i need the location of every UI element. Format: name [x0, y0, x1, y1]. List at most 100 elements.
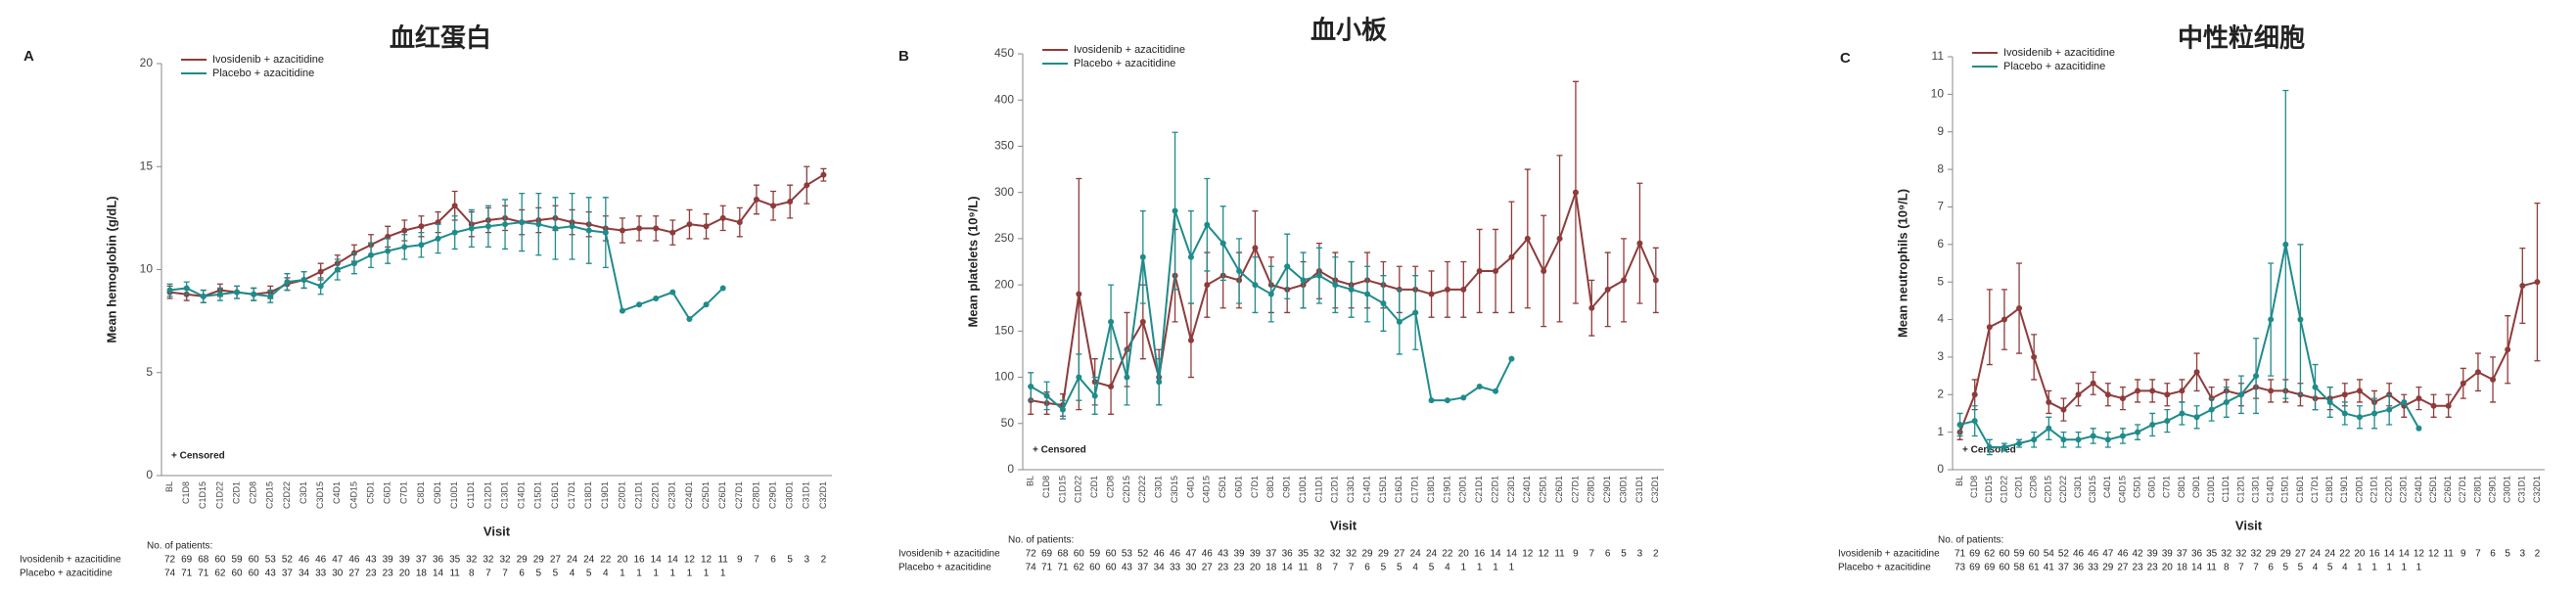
- patients-count: 23: [383, 569, 394, 579]
- patients-count: 4: [1445, 563, 1450, 573]
- patients-count: 3: [2520, 549, 2526, 560]
- data-point: [2001, 443, 2007, 450]
- data-point: [1252, 245, 1259, 251]
- data-point: [2193, 369, 2200, 376]
- x-tick-label: C20D1: [2354, 476, 2364, 503]
- patients-count: 7: [1333, 563, 1339, 573]
- data-point: [820, 171, 827, 178]
- patients-count: 39: [1234, 549, 1246, 560]
- patients-count: 7: [2253, 563, 2259, 573]
- patients-count: 24: [583, 555, 595, 566]
- x-tick-label: C4D15: [348, 481, 358, 509]
- panel-letter: B: [898, 48, 909, 65]
- data-point: [251, 291, 257, 297]
- patients-count: 14: [2191, 563, 2203, 573]
- data-point: [1108, 384, 1115, 389]
- x-tick-label: C32D1: [2532, 476, 2542, 503]
- data-point: [736, 219, 743, 226]
- x-tick-label: C2D1: [231, 481, 241, 504]
- y-tick-label: 5: [1937, 274, 1944, 288]
- data-point: [1380, 300, 1387, 306]
- y-tick-label: 2: [1937, 387, 1944, 400]
- data-point: [619, 307, 625, 314]
- patients-count: 71: [198, 569, 209, 579]
- x-axis-title: Visit: [1330, 518, 1357, 532]
- data-point: [1986, 443, 1993, 450]
- patients-count: 71: [1041, 563, 1053, 573]
- data-point: [1059, 406, 1066, 413]
- data-point: [1091, 392, 1098, 399]
- patients-count: 32: [466, 555, 478, 566]
- x-tick-label: C3D15: [2088, 476, 2097, 503]
- patients-count: 30: [332, 569, 344, 579]
- data-point: [1971, 391, 1978, 398]
- patients-count: 5: [553, 569, 559, 579]
- x-tick-label: C10D1: [1298, 476, 1308, 503]
- data-point: [484, 223, 491, 230]
- data-point: [2119, 395, 2126, 402]
- patients-count: 37: [416, 555, 428, 566]
- patients-count: 46: [1202, 549, 1214, 560]
- data-point: [2104, 436, 2111, 443]
- patients-count: 37: [1265, 549, 1277, 560]
- series-line: [1959, 244, 2420, 448]
- patients-count: 39: [399, 555, 411, 566]
- data-point: [2075, 391, 2082, 398]
- data-point: [2149, 421, 2156, 428]
- x-tick-label: C31D1: [802, 481, 811, 509]
- data-point: [2312, 384, 2319, 390]
- patients-count: 37: [2177, 549, 2188, 560]
- y-tick-label: 10: [1931, 87, 1945, 101]
- patients-count: 68: [198, 555, 209, 566]
- x-tick-label: C16D1: [2295, 476, 2305, 503]
- patients-count: 52: [1137, 549, 1149, 560]
- patients-count: 5: [2327, 563, 2333, 573]
- patients-count: 71: [181, 569, 193, 579]
- x-tick-label: C17D1: [567, 481, 576, 509]
- patients-count: 1: [2402, 563, 2408, 573]
- data-point: [1284, 263, 1291, 270]
- data-point: [1604, 286, 1611, 293]
- data-point: [787, 199, 794, 205]
- y-tick-label: 7: [1937, 200, 1944, 213]
- patients-row-label: Placebo + azacitidine: [898, 563, 991, 573]
- x-tick-label: C3D1: [1154, 476, 1164, 498]
- patients-count: 24: [567, 555, 578, 566]
- y-tick-label: 20: [140, 56, 154, 69]
- patients-count: 36: [2191, 549, 2203, 560]
- patients-count: 1: [1493, 563, 1498, 573]
- patients-count: 4: [603, 569, 609, 579]
- data-point: [451, 203, 458, 209]
- patients-count: 2: [821, 555, 827, 566]
- data-point: [1156, 379, 1163, 386]
- x-tick-label: C9D1: [433, 481, 442, 504]
- data-point: [1043, 392, 1050, 399]
- x-tick-label: C30D1: [2503, 476, 2512, 503]
- x-tick-label: C2D1: [2013, 476, 2023, 498]
- patients-count: 53: [1122, 549, 1133, 560]
- legend-label: Ivosidenib + azacitidine: [212, 54, 324, 66]
- x-tick-label: C6D1: [383, 481, 392, 504]
- patients-count: 12: [1522, 549, 1534, 560]
- data-point: [1348, 286, 1355, 293]
- y-tick-label: 1: [1937, 425, 1944, 438]
- x-tick-label: C13D1: [1346, 476, 1356, 503]
- data-point: [1572, 189, 1579, 196]
- data-point: [234, 289, 241, 296]
- patients-count: 11: [2443, 549, 2454, 560]
- x-tick-label: C2D15: [2044, 476, 2053, 503]
- patients-count: 1: [2416, 563, 2422, 573]
- patients-count: 60: [232, 569, 244, 579]
- data-point: [1460, 286, 1467, 293]
- x-tick-label: C16D1: [550, 481, 560, 509]
- x-tick-label: C25D1: [701, 481, 711, 509]
- patients-count: 39: [2147, 549, 2159, 560]
- x-tick-label: C28D1: [1587, 476, 1596, 503]
- x-tick-label: C15D1: [1378, 476, 1388, 503]
- data-point: [317, 268, 324, 275]
- x-tick-label: BL: [1026, 476, 1035, 486]
- data-point: [2534, 279, 2541, 286]
- x-tick-label: BL: [164, 481, 174, 492]
- data-point: [2090, 380, 2096, 387]
- y-axis-title: Mean hemoglobin (g/dL): [104, 196, 118, 342]
